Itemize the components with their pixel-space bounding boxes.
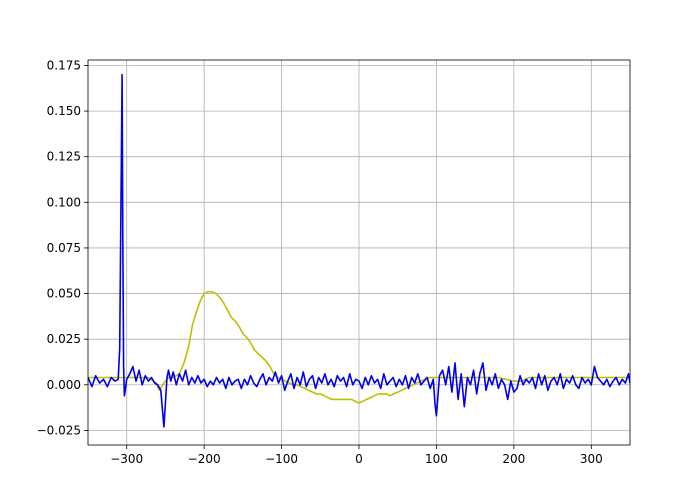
y-tick-label: 0.075 xyxy=(47,241,81,255)
series-line-2 xyxy=(88,73,630,428)
y-tick-label: 0.000 xyxy=(47,378,81,392)
x-tick-label: −300 xyxy=(110,452,143,466)
x-tick-label: 200 xyxy=(502,452,525,466)
grid-lines xyxy=(88,60,630,445)
axis-ticks: −300 −200 −100 0 100 200 300 −0.025 0.000 0.025 0.… xyxy=(37,58,603,466)
x-tick-label: 0 xyxy=(355,452,363,466)
x-tick-label: 300 xyxy=(580,452,603,466)
y-tick-label: −0.025 xyxy=(37,423,81,437)
y-tick-label: 0.175 xyxy=(47,58,81,72)
y-tick-label: 0.150 xyxy=(47,104,81,118)
x-tick-label: 100 xyxy=(425,452,448,466)
x-tick-label: −100 xyxy=(265,452,298,466)
y-tick-label: 0.100 xyxy=(47,195,81,209)
x-tick-label: −200 xyxy=(188,452,221,466)
y-tick-label: 0.025 xyxy=(47,332,81,346)
y-tick-label: 0.125 xyxy=(47,150,81,164)
y-tick-label: 0.050 xyxy=(47,287,81,301)
series-line-1 xyxy=(88,290,630,404)
series-layer xyxy=(88,73,630,428)
